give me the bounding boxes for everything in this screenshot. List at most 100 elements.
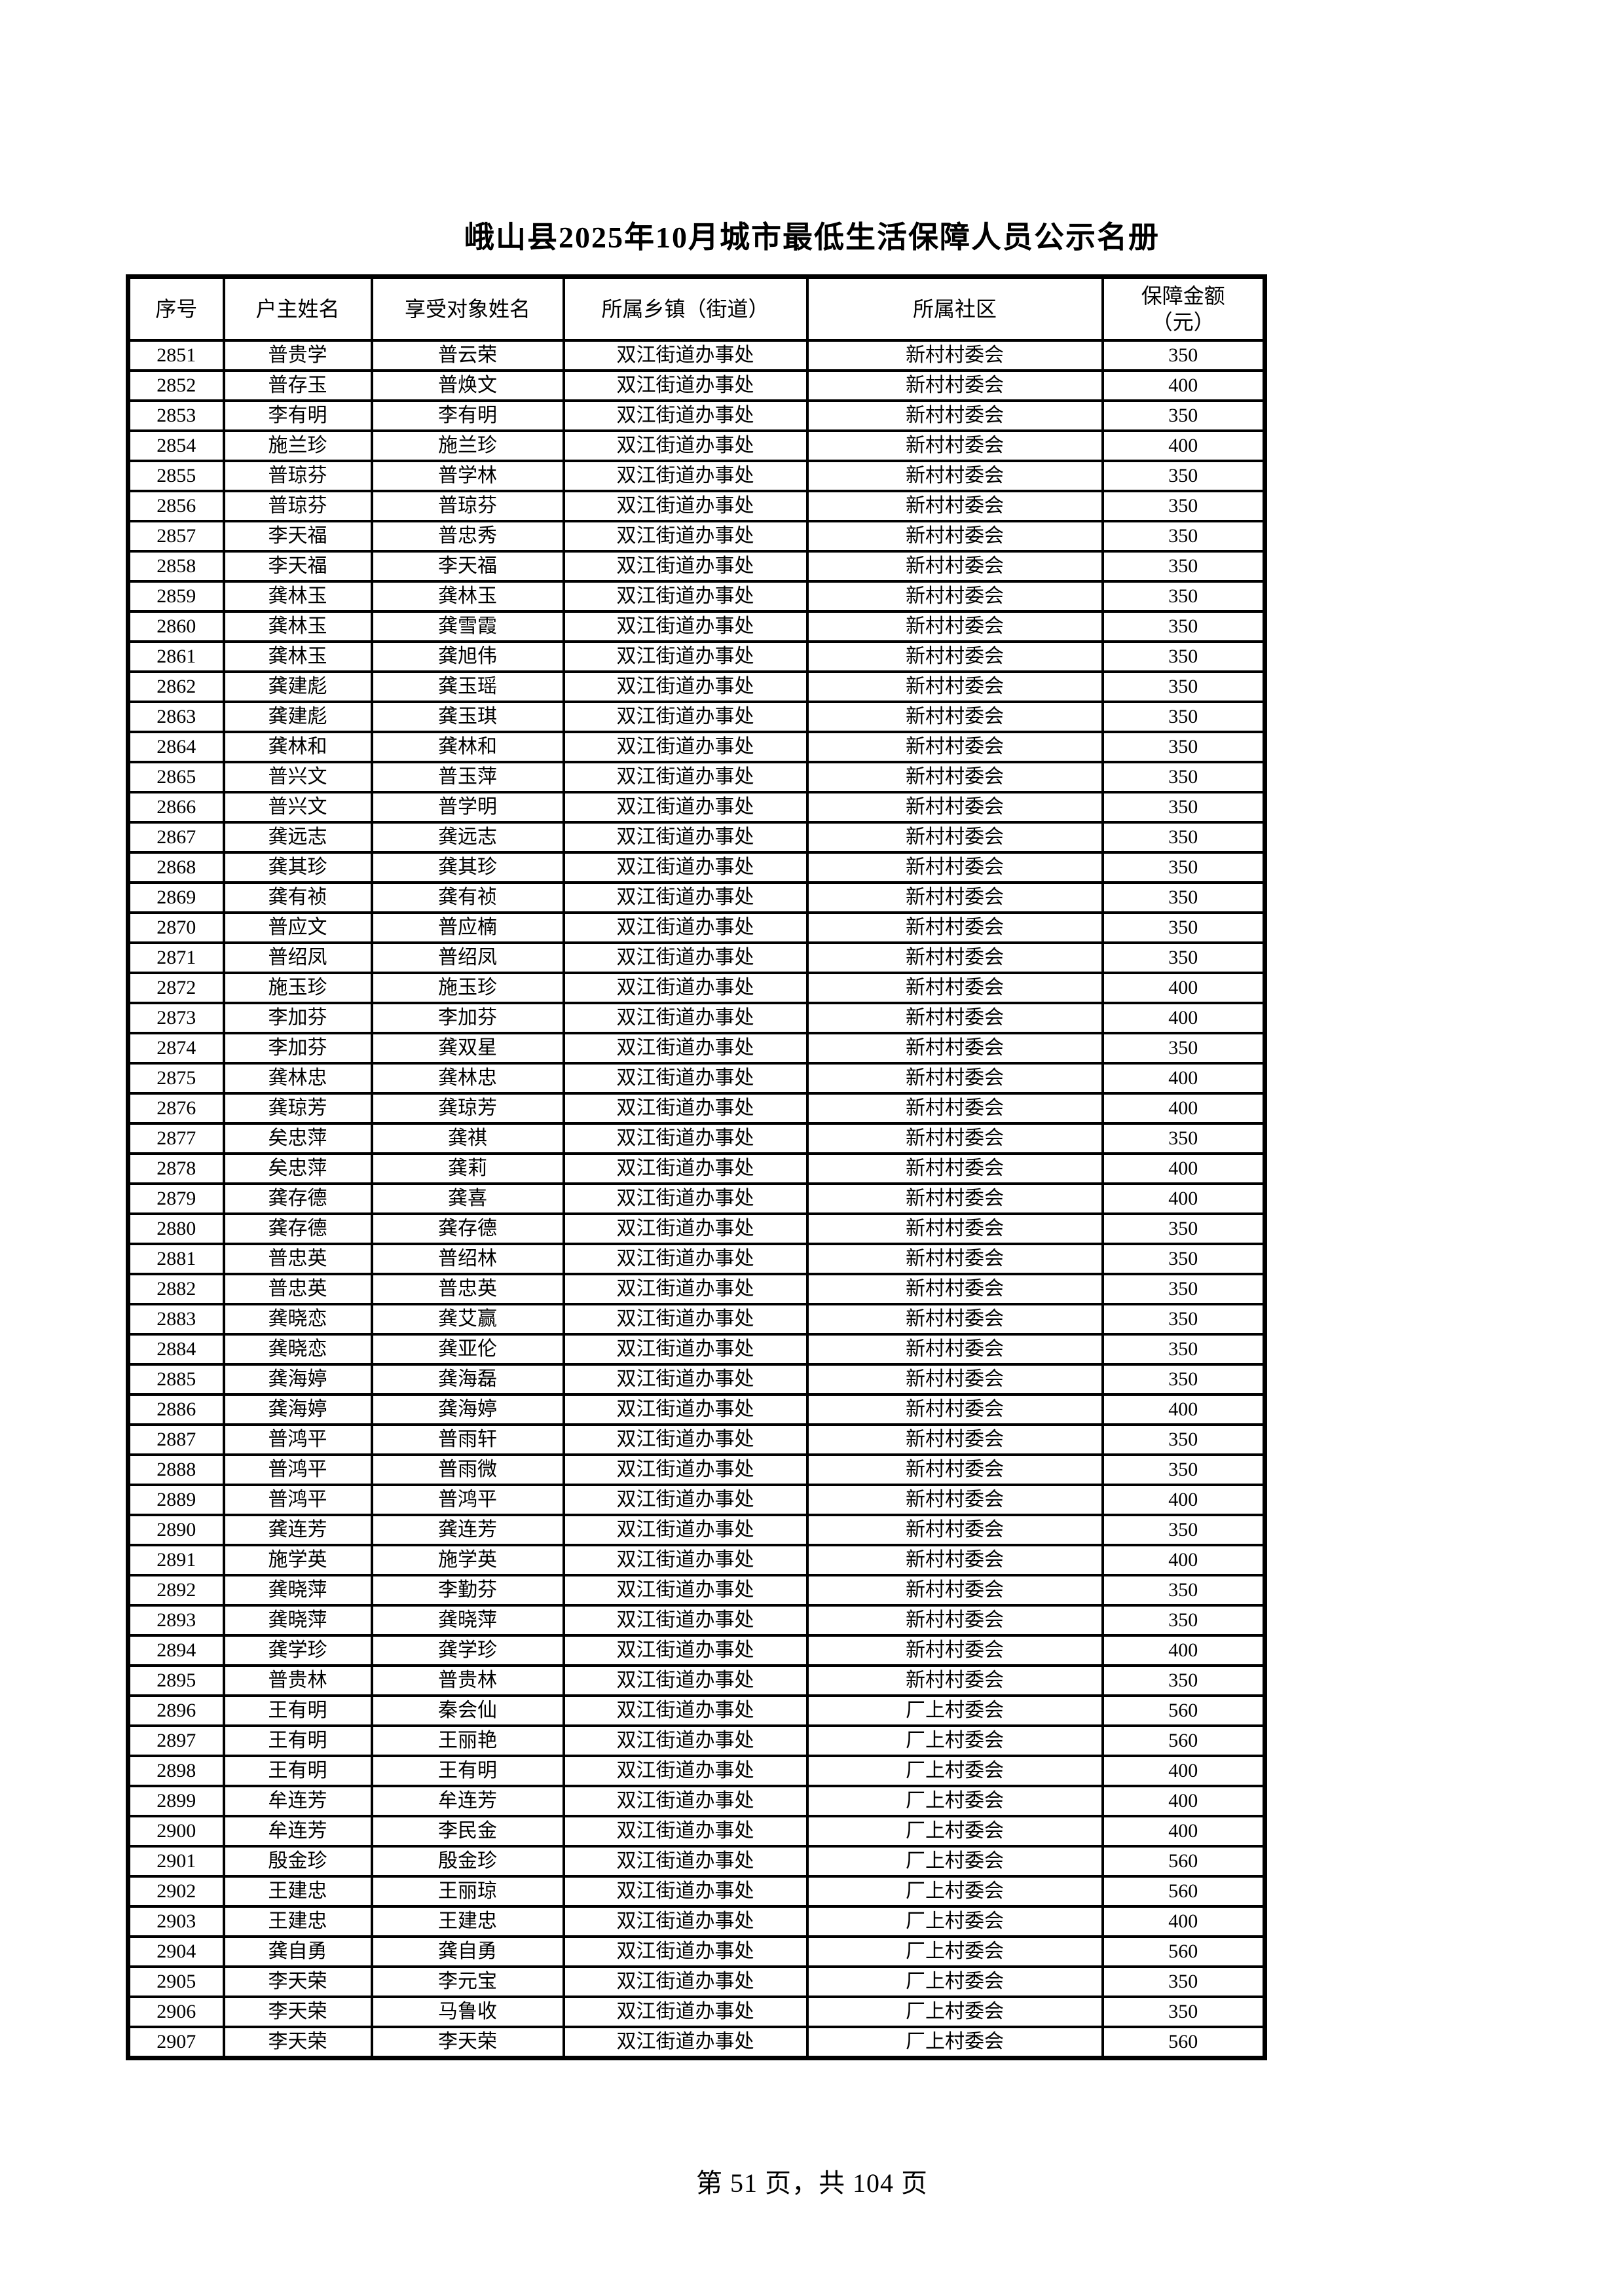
table-row: 2864 龚林和 龚林和 双江街道办事处 新村村委会 350 <box>126 731 1266 763</box>
cell-community: 新村村委会 <box>805 1273 1104 1305</box>
cell-serial: 2889 <box>126 1484 225 1516</box>
cell-household_head: 龚晓萍 <box>222 1574 373 1607</box>
cell-amount: 350 <box>1101 460 1266 492</box>
table-row: 2895 普贵林 普贵林 双江街道办事处 新村村委会 350 <box>126 1664 1266 1697</box>
cell-township: 双江街道办事处 <box>562 1423 809 1456</box>
cell-township: 双江街道办事处 <box>562 1755 809 1787</box>
cell-township: 双江街道办事处 <box>562 972 809 1004</box>
cell-amount: 560 <box>1101 1875 1266 1908</box>
cell-serial: 2854 <box>126 429 225 462</box>
cell-serial: 2898 <box>126 1755 225 1787</box>
table-row: 2882 普忠英 普忠英 双江街道办事处 新村村委会 350 <box>126 1273 1266 1305</box>
cell-household_head: 龚海婷 <box>222 1393 373 1426</box>
cell-household_head: 普贵学 <box>222 339 373 372</box>
cell-township: 双江街道办事处 <box>562 701 809 733</box>
cell-beneficiary: 普鸿平 <box>370 1484 565 1516</box>
cell-township: 双江街道办事处 <box>562 1935 809 1968</box>
cell-serial: 2859 <box>126 580 225 613</box>
table-header-row: 序号 户主姓名 享受对象姓名 所属乡镇（街道） 所属社区 保障金额 （元） <box>126 275 1266 342</box>
cell-household_head: 普鸿平 <box>222 1484 373 1516</box>
cell-household_head: 龚琼芳 <box>222 1092 373 1125</box>
cell-serial: 2887 <box>126 1423 225 1456</box>
cell-beneficiary: 李有明 <box>370 399 565 432</box>
cell-township: 双江街道办事处 <box>562 1514 809 1546</box>
table-header: 序号 户主姓名 享受对象姓名 所属乡镇（街道） 所属社区 保障金额 （元） <box>126 275 1266 342</box>
cell-community: 新村村委会 <box>805 339 1104 372</box>
cell-beneficiary: 龚莉 <box>370 1152 565 1185</box>
cell-beneficiary: 殷金珍 <box>370 1845 565 1878</box>
table-row: 2900 牟连芳 李民金 双江街道办事处 厂上村委会 400 <box>126 1815 1266 1848</box>
cell-serial: 2896 <box>126 1694 225 1727</box>
cell-serial: 2894 <box>126 1634 225 1667</box>
cell-serial: 2879 <box>126 1182 225 1215</box>
cell-township: 双江街道办事处 <box>562 881 809 914</box>
table-row: 2873 李加芬 李加芬 双江街道办事处 新村村委会 400 <box>126 1002 1266 1034</box>
cell-beneficiary: 龚自勇 <box>370 1935 565 1968</box>
cell-household_head: 龚建彪 <box>222 670 373 703</box>
table-row: 2896 王有明 秦会仙 双江街道办事处 厂上村委会 560 <box>126 1694 1266 1727</box>
cell-township: 双江街道办事处 <box>562 941 809 974</box>
table-row: 2860 龚林玉 龚雪霞 双江街道办事处 新村村委会 350 <box>126 610 1266 643</box>
cell-household_head: 王建忠 <box>222 1875 373 1908</box>
cell-household_head: 李天荣 <box>222 1995 373 2028</box>
cell-beneficiary: 普贵林 <box>370 1664 565 1697</box>
cell-community: 厂上村委会 <box>805 1694 1104 1727</box>
cell-beneficiary: 李民金 <box>370 1815 565 1848</box>
cell-township: 双江街道办事处 <box>562 1664 809 1697</box>
cell-beneficiary: 龚玉琪 <box>370 701 565 733</box>
cell-township: 双江街道办事处 <box>562 1453 809 1486</box>
cell-community: 新村村委会 <box>805 1002 1104 1034</box>
cell-serial: 2877 <box>126 1122 225 1155</box>
cell-community: 厂上村委会 <box>805 1755 1104 1787</box>
cell-beneficiary: 王建忠 <box>370 1905 565 1938</box>
cell-household_head: 李加芬 <box>222 1032 373 1065</box>
cell-amount: 400 <box>1101 972 1266 1004</box>
cell-amount: 560 <box>1101 1694 1266 1727</box>
table-row: 2906 李天荣 马鲁收 双江街道办事处 厂上村委会 350 <box>126 1995 1266 2028</box>
cell-community: 厂上村委会 <box>805 1905 1104 1938</box>
cell-township: 双江街道办事处 <box>562 1363 809 1396</box>
table-row: 2870 普应文 普应楠 双江街道办事处 新村村委会 350 <box>126 911 1266 944</box>
page-title: 峨山县2025年10月城市最低生活保障人员公示名册 <box>464 221 1160 254</box>
cell-household_head: 龚林玉 <box>222 580 373 613</box>
cell-township: 双江街道办事处 <box>562 851 809 884</box>
cell-amount: 350 <box>1101 1574 1266 1607</box>
cell-household_head: 普鸿平 <box>222 1453 373 1486</box>
cell-beneficiary: 牟连芳 <box>370 1785 565 1817</box>
cell-serial: 2892 <box>126 1574 225 1607</box>
cell-amount: 350 <box>1101 1514 1266 1546</box>
cell-household_head: 龚晓恋 <box>222 1333 373 1366</box>
cell-serial: 2855 <box>126 460 225 492</box>
cell-serial: 2851 <box>126 339 225 372</box>
cell-household_head: 龚其珍 <box>222 851 373 884</box>
table-row: 2883 龚晓恋 龚艾赢 双江街道办事处 新村村委会 350 <box>126 1303 1266 1336</box>
cell-amount: 350 <box>1101 1273 1266 1305</box>
cell-serial: 2866 <box>126 791 225 824</box>
cell-beneficiary: 施玉珍 <box>370 972 565 1004</box>
table-row: 2856 普琼芬 普琼芬 双江街道办事处 新村村委会 350 <box>126 490 1266 522</box>
cell-serial: 2860 <box>126 610 225 643</box>
cell-township: 双江街道办事处 <box>562 1303 809 1336</box>
cell-household_head: 龚林玉 <box>222 610 373 643</box>
cell-township: 双江街道办事处 <box>562 791 809 824</box>
cell-community: 新村村委会 <box>805 670 1104 703</box>
cell-amount: 350 <box>1101 791 1266 824</box>
cell-community: 新村村委会 <box>805 731 1104 763</box>
cell-community: 新村村委会 <box>805 1544 1104 1576</box>
cell-amount: 350 <box>1101 1333 1266 1366</box>
cell-community: 新村村委会 <box>805 1393 1104 1426</box>
table-row: 2905 李天荣 李元宝 双江街道办事处 厂上村委会 350 <box>126 1965 1266 1998</box>
cell-amount: 350 <box>1101 339 1266 372</box>
table-row: 2859 龚林玉 龚林玉 双江街道办事处 新村村委会 350 <box>126 580 1266 613</box>
cell-community: 新村村委会 <box>805 701 1104 733</box>
cell-household_head: 龚存德 <box>222 1182 373 1215</box>
cell-beneficiary: 普绍林 <box>370 1243 565 1275</box>
cell-household_head: 施玉珍 <box>222 972 373 1004</box>
cell-amount: 400 <box>1101 1755 1266 1787</box>
cell-amount: 350 <box>1101 1303 1266 1336</box>
cell-serial: 2900 <box>126 1815 225 1848</box>
cell-township: 双江街道办事处 <box>562 460 809 492</box>
cell-township: 双江街道办事处 <box>562 1273 809 1305</box>
cell-beneficiary: 李加芬 <box>370 1002 565 1034</box>
cell-serial: 2891 <box>126 1544 225 1576</box>
